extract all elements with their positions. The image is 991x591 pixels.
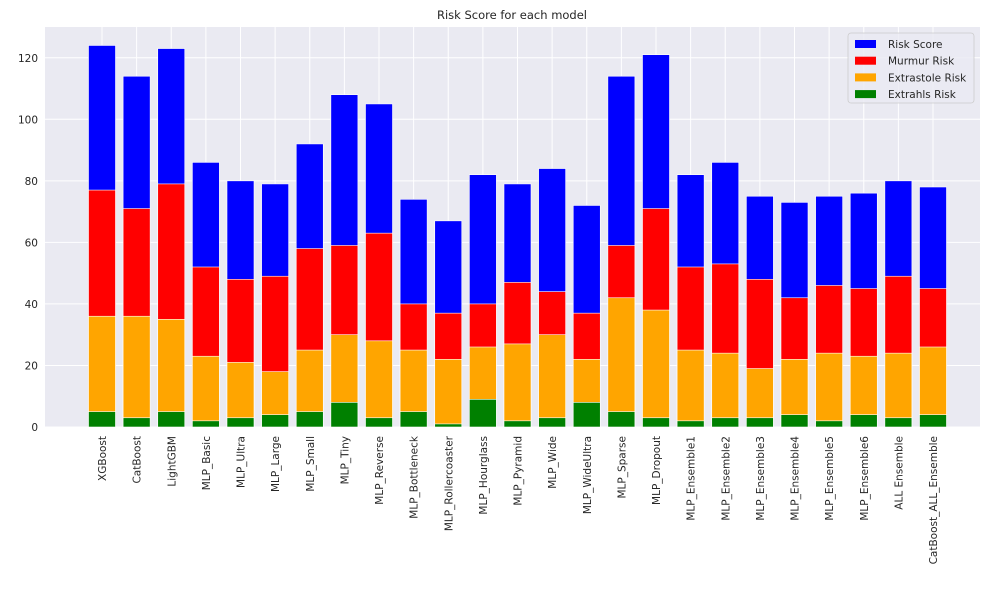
x-tick-label: MLP_Tiny [339, 436, 351, 484]
x-tick-label: ALL Ensemble [893, 436, 905, 510]
legend-swatch [855, 40, 876, 48]
bar-extrastole-risk [157, 319, 186, 428]
bar-extrahls-risk [365, 417, 393, 428]
bar-extrastole-risk [434, 359, 463, 428]
y-tick-label: 120 [18, 53, 38, 65]
legend-label: Murmur Risk [888, 56, 955, 68]
x-tick-label: MLP_Large [270, 436, 282, 492]
x-tick-label: MLP_Ensemble5 [824, 436, 836, 521]
y-tick-label: 20 [25, 360, 38, 372]
bar-extrahls-risk [122, 417, 151, 428]
y-axis-ticks: 0 20 40 60 80 100 120 [18, 53, 38, 434]
bar-extrastole-risk [711, 352, 740, 428]
bar-extrastole-risk [192, 355, 220, 428]
bar-extrahls-risk [676, 420, 705, 428]
bar-extrastole-risk [607, 297, 636, 428]
bar-extrahls-risk [434, 423, 463, 428]
legend-label: Risk Score [888, 39, 943, 51]
legend: Risk Score Murmur Risk Extrastole Risk Extr… [847, 32, 975, 104]
bar-extrastole-risk [365, 340, 393, 428]
bar-extrastole-risk [676, 349, 705, 428]
bar-extrahls-risk [88, 411, 116, 428]
y-tick-label: 60 [25, 237, 38, 249]
bar-extrastole-risk [122, 315, 151, 428]
bar-extrastole-risk [226, 362, 255, 428]
x-tick-label: MLP_WideUltra [582, 436, 594, 514]
legend-label: Extrahls Risk [888, 89, 957, 101]
x-tick-label: CatBoost [132, 436, 144, 484]
y-tick-label: 40 [25, 299, 38, 311]
bar-extrahls-risk [711, 417, 740, 428]
y-tick-label: 100 [18, 114, 38, 126]
x-tick-label: MLP_Ensemble2 [720, 436, 732, 521]
x-tick-label: MLP_Reverse [374, 436, 386, 505]
bar-extrahls-risk [746, 417, 774, 428]
x-tick-label: MLP_Ensemble1 [686, 436, 698, 521]
bar-extrastole-risk [642, 309, 670, 428]
bar-extrastole-risk [919, 346, 947, 428]
x-tick-label: MLP_Ensemble6 [859, 436, 871, 521]
bar-extrahls-risk [399, 411, 428, 428]
bar-extrahls-risk [330, 402, 359, 428]
bar-extrahls-risk [192, 420, 220, 428]
x-tick-label: MLP_Rollercoaster [443, 435, 455, 531]
bar-extrahls-risk [642, 417, 670, 428]
bar-extrahls-risk [538, 417, 566, 428]
bar-extrastole-risk [746, 368, 774, 428]
bar-extrahls-risk [261, 414, 289, 428]
x-tick-label: MLP_Dropout [651, 436, 663, 505]
x-tick-label: MLP_Sparse [616, 436, 628, 499]
x-tick-label: MLP_Hourglass [478, 436, 490, 515]
legend-swatch [855, 56, 876, 65]
bar-extrahls-risk [226, 417, 255, 428]
bar-extrahls-risk [780, 414, 809, 428]
bar-extrahls-risk [919, 414, 947, 428]
x-axis-ticks: XGBoost CatBoost LightGBM MLP_Basic MLP_Ultr… [97, 435, 940, 564]
y-tick-label: 80 [25, 176, 38, 188]
bar-extrastole-risk [884, 352, 913, 428]
bar-extrahls-risk [157, 411, 186, 428]
chart-title: Risk Score for each model [437, 8, 587, 22]
legend-label: Extrastole Risk [888, 72, 967, 84]
x-tick-label: MLP_Ultra [236, 436, 248, 488]
bar-extrastole-risk [815, 352, 843, 428]
bar-extrahls-risk [572, 402, 601, 428]
legend-swatch [855, 73, 876, 82]
bar-extrastole-risk [88, 315, 116, 428]
legend-swatch [855, 90, 876, 99]
bars-group [88, 45, 947, 428]
x-tick-label: MLP_Small [305, 436, 317, 492]
bar-extrastole-risk [538, 334, 566, 428]
x-tick-label: MLP_Ensemble4 [790, 436, 802, 521]
x-tick-label: MLP_Wide [547, 436, 559, 489]
x-tick-label: MLP_Bottleneck [409, 435, 421, 519]
y-tick-label: 0 [31, 422, 38, 434]
bar-extrahls-risk [849, 414, 878, 428]
x-tick-label: MLP_Pyramid [513, 436, 525, 506]
x-tick-label: LightGBM [166, 436, 178, 487]
bar-extrahls-risk [295, 411, 324, 428]
x-tick-label: MLP_Ensemble3 [755, 436, 767, 521]
legend-box [847, 32, 975, 104]
bar-extrahls-risk [469, 399, 497, 428]
bar-extrahls-risk [815, 420, 843, 428]
x-tick-label: XGBoost [97, 436, 109, 481]
bar-extrahls-risk [607, 411, 636, 428]
bar-extrahls-risk [884, 417, 913, 428]
bar-extrastole-risk [503, 343, 532, 428]
x-tick-label: CatBoost_ALL_Ensemble [928, 436, 940, 564]
bar-extrahls-risk [503, 420, 532, 428]
x-tick-label: MLP_Basic [201, 436, 213, 491]
